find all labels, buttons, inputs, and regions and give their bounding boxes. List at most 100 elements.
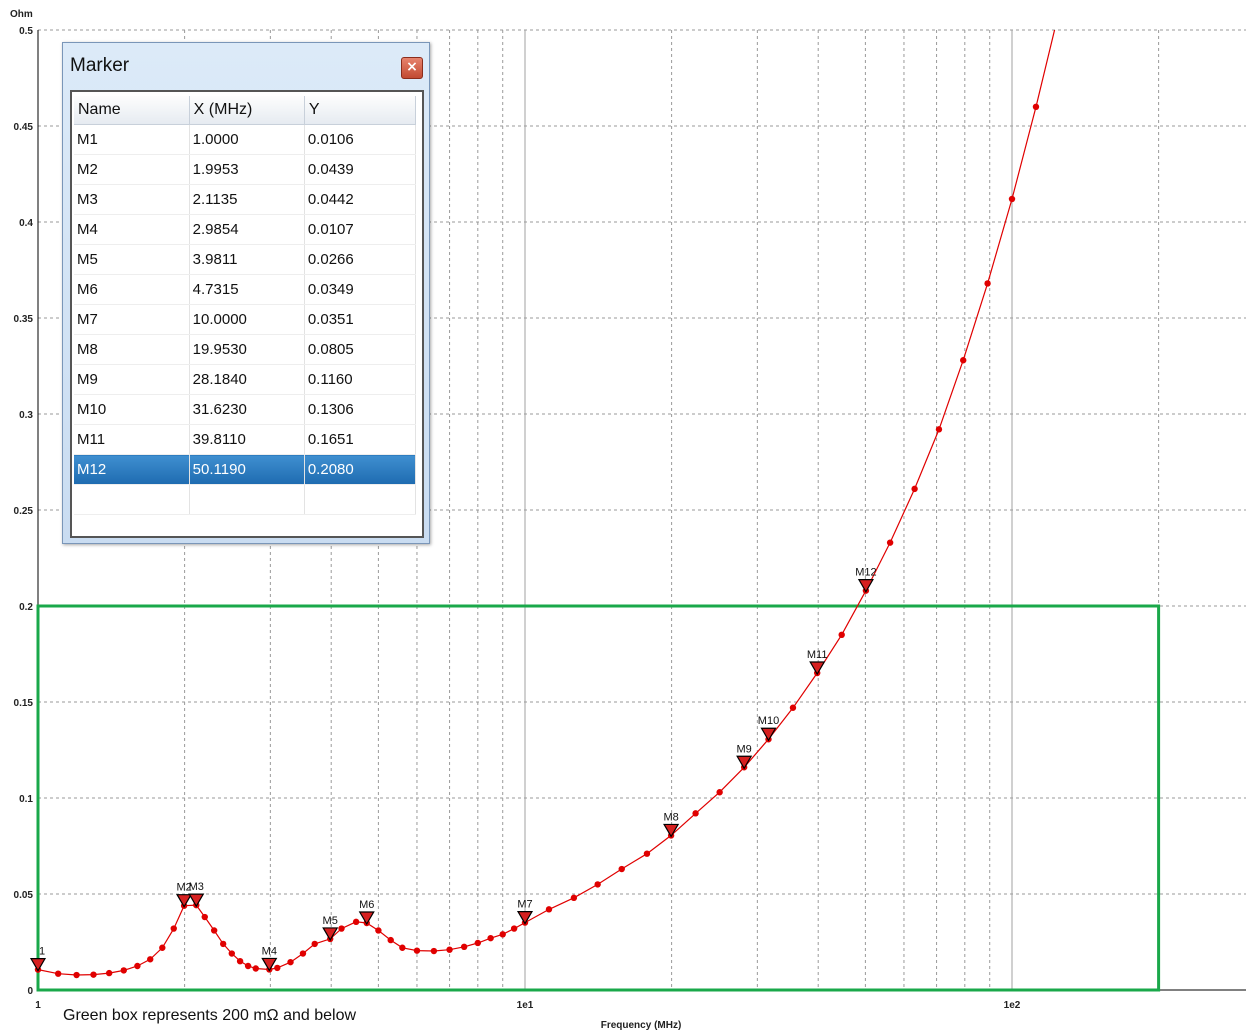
marker-y-cell: 0.1160 bbox=[304, 364, 417, 395]
data-point bbox=[692, 810, 699, 817]
data-point bbox=[73, 971, 80, 979]
data-point bbox=[960, 357, 967, 364]
close-icon[interactable]: × bbox=[401, 57, 423, 79]
marker-x-cell: 50.1190 bbox=[189, 454, 305, 485]
data-point bbox=[134, 962, 141, 970]
marker-name-cell: M7 bbox=[74, 304, 190, 335]
marker-m4: M4 bbox=[261, 945, 278, 972]
table-row[interactable]: M4 2.9854 0.0107 bbox=[74, 214, 417, 245]
marker-m1: 1 bbox=[29, 946, 47, 972]
data-point bbox=[311, 940, 318, 948]
marker-name-cell: M6 bbox=[74, 274, 190, 305]
data-point bbox=[594, 881, 601, 888]
marker-table-body: M1 1.0000 0.0106 M2 1.9953 0.0439 M3 2.1135 0.04… bbox=[74, 124, 417, 515]
marker-m11: M11 bbox=[807, 649, 827, 676]
marker-triangle bbox=[516, 911, 534, 925]
data-point bbox=[789, 704, 797, 711]
data-point bbox=[54, 970, 62, 977]
marker-label: M10 bbox=[758, 715, 779, 727]
x-tick-label: 1e1 bbox=[517, 1000, 534, 1011]
data-point bbox=[219, 940, 227, 948]
marker-triangle bbox=[176, 894, 193, 908]
data-point bbox=[105, 969, 113, 977]
data-point bbox=[838, 631, 845, 638]
table-row[interactable]: M3 2.1135 0.0442 bbox=[74, 184, 417, 215]
marker-triangle bbox=[358, 911, 375, 926]
marker-label: M4 bbox=[262, 945, 277, 957]
marker-triangle bbox=[188, 893, 205, 908]
table-row[interactable]: M12 50.1190 0.2080 bbox=[74, 454, 417, 485]
y-tick-label: 0.45 bbox=[14, 122, 34, 133]
data-point bbox=[618, 865, 625, 873]
table-row[interactable]: M8 19.9530 0.0805 bbox=[74, 334, 417, 365]
marker-y-cell: 0.0266 bbox=[304, 244, 417, 275]
marker-label: M3 bbox=[189, 881, 204, 893]
table-row[interactable]: M11 39.8110 0.1651 bbox=[74, 424, 417, 455]
marker-label: 1 bbox=[39, 946, 45, 958]
marker-y-cell: 0.2080 bbox=[304, 454, 417, 485]
highlight-rectangle bbox=[36, 604, 1161, 992]
marker-x-cell: 31.6230 bbox=[189, 394, 305, 425]
data-point bbox=[499, 931, 506, 938]
y-tick-label: 0.25 bbox=[14, 506, 34, 517]
marker-y-cell: 0.0439 bbox=[304, 154, 417, 185]
marker-label: M8 bbox=[663, 811, 678, 823]
column-header-y[interactable]: Y bbox=[304, 96, 417, 125]
marker-x-cell: 4.7315 bbox=[189, 274, 305, 305]
data-point bbox=[170, 925, 177, 932]
marker-y-cell: 0.1306 bbox=[304, 394, 417, 425]
x-tick-label: 1 bbox=[35, 1000, 41, 1011]
marker-x-cell: 1.9953 bbox=[189, 154, 305, 185]
marker-name-cell: M9 bbox=[74, 364, 190, 395]
data-point bbox=[570, 894, 578, 902]
data-point bbox=[228, 950, 235, 957]
empty-cell bbox=[74, 484, 190, 515]
marker-x-cell: 2.1135 bbox=[189, 184, 305, 215]
marker-m8: M8 bbox=[663, 811, 680, 838]
data-point bbox=[299, 950, 307, 957]
marker-x-cell: 1.0000 bbox=[189, 124, 305, 155]
y-tick-label: 0.5 bbox=[19, 26, 33, 37]
data-point bbox=[252, 965, 259, 972]
data-point bbox=[545, 906, 553, 913]
table-row[interactable]: M6 4.7315 0.0349 bbox=[74, 274, 417, 305]
marker-y-cell: 0.0107 bbox=[304, 214, 417, 245]
marker-dialog[interactable]: Marker × Name X (MHz) Y M1 1.0000 0.0106 M2… bbox=[62, 42, 430, 544]
marker-table: Name X (MHz) Y M1 1.0000 0.0106 M2 1.9953 0.0… bbox=[74, 96, 417, 515]
column-header-name[interactable]: Name bbox=[74, 96, 190, 125]
marker-y-cell: 0.0351 bbox=[304, 304, 417, 335]
data-point bbox=[935, 426, 943, 433]
table-row[interactable]: M9 28.1840 0.1160 bbox=[74, 364, 417, 395]
marker-label: M5 bbox=[323, 915, 338, 927]
marker-m10: M10 bbox=[758, 715, 779, 742]
data-point bbox=[375, 927, 382, 934]
data-point bbox=[147, 956, 154, 963]
marker-x-cell: 10.0000 bbox=[189, 304, 305, 335]
y-tick-label: 0.3 bbox=[19, 410, 33, 421]
empty-cell bbox=[189, 484, 305, 515]
data-point bbox=[287, 958, 294, 966]
table-row[interactable]: M1 1.0000 0.0106 bbox=[74, 124, 417, 155]
marker-x-cell: 2.9854 bbox=[189, 214, 305, 245]
marker-m5: M5 bbox=[322, 915, 339, 942]
data-point bbox=[1032, 103, 1040, 111]
column-header-x[interactable]: X (MHz) bbox=[189, 96, 305, 125]
table-row[interactable]: M10 31.6230 0.1306 bbox=[74, 394, 417, 425]
marker-name-cell: M4 bbox=[74, 214, 190, 245]
marker-label: M12 bbox=[855, 567, 876, 579]
data-point bbox=[274, 964, 281, 972]
marker-y-cell: 0.0106 bbox=[304, 124, 417, 155]
table-row[interactable]: M7 10.0000 0.0351 bbox=[74, 304, 417, 335]
marker-y-cell: 0.1651 bbox=[304, 424, 417, 455]
data-point bbox=[446, 946, 453, 953]
y-tick-label: 0.4 bbox=[19, 218, 33, 229]
data-point bbox=[201, 913, 208, 921]
y-tick-label: 0.05 bbox=[14, 890, 34, 901]
marker-table-container: Name X (MHz) Y M1 1.0000 0.0106 M2 1.9953 0.0… bbox=[70, 90, 424, 538]
y-tick-label: 0.2 bbox=[19, 602, 33, 613]
table-row[interactable]: M2 1.9953 0.0439 bbox=[74, 154, 417, 185]
table-row-empty bbox=[74, 484, 417, 515]
table-row[interactable]: M5 3.9811 0.0266 bbox=[74, 244, 417, 275]
marker-label: M9 bbox=[737, 743, 752, 755]
